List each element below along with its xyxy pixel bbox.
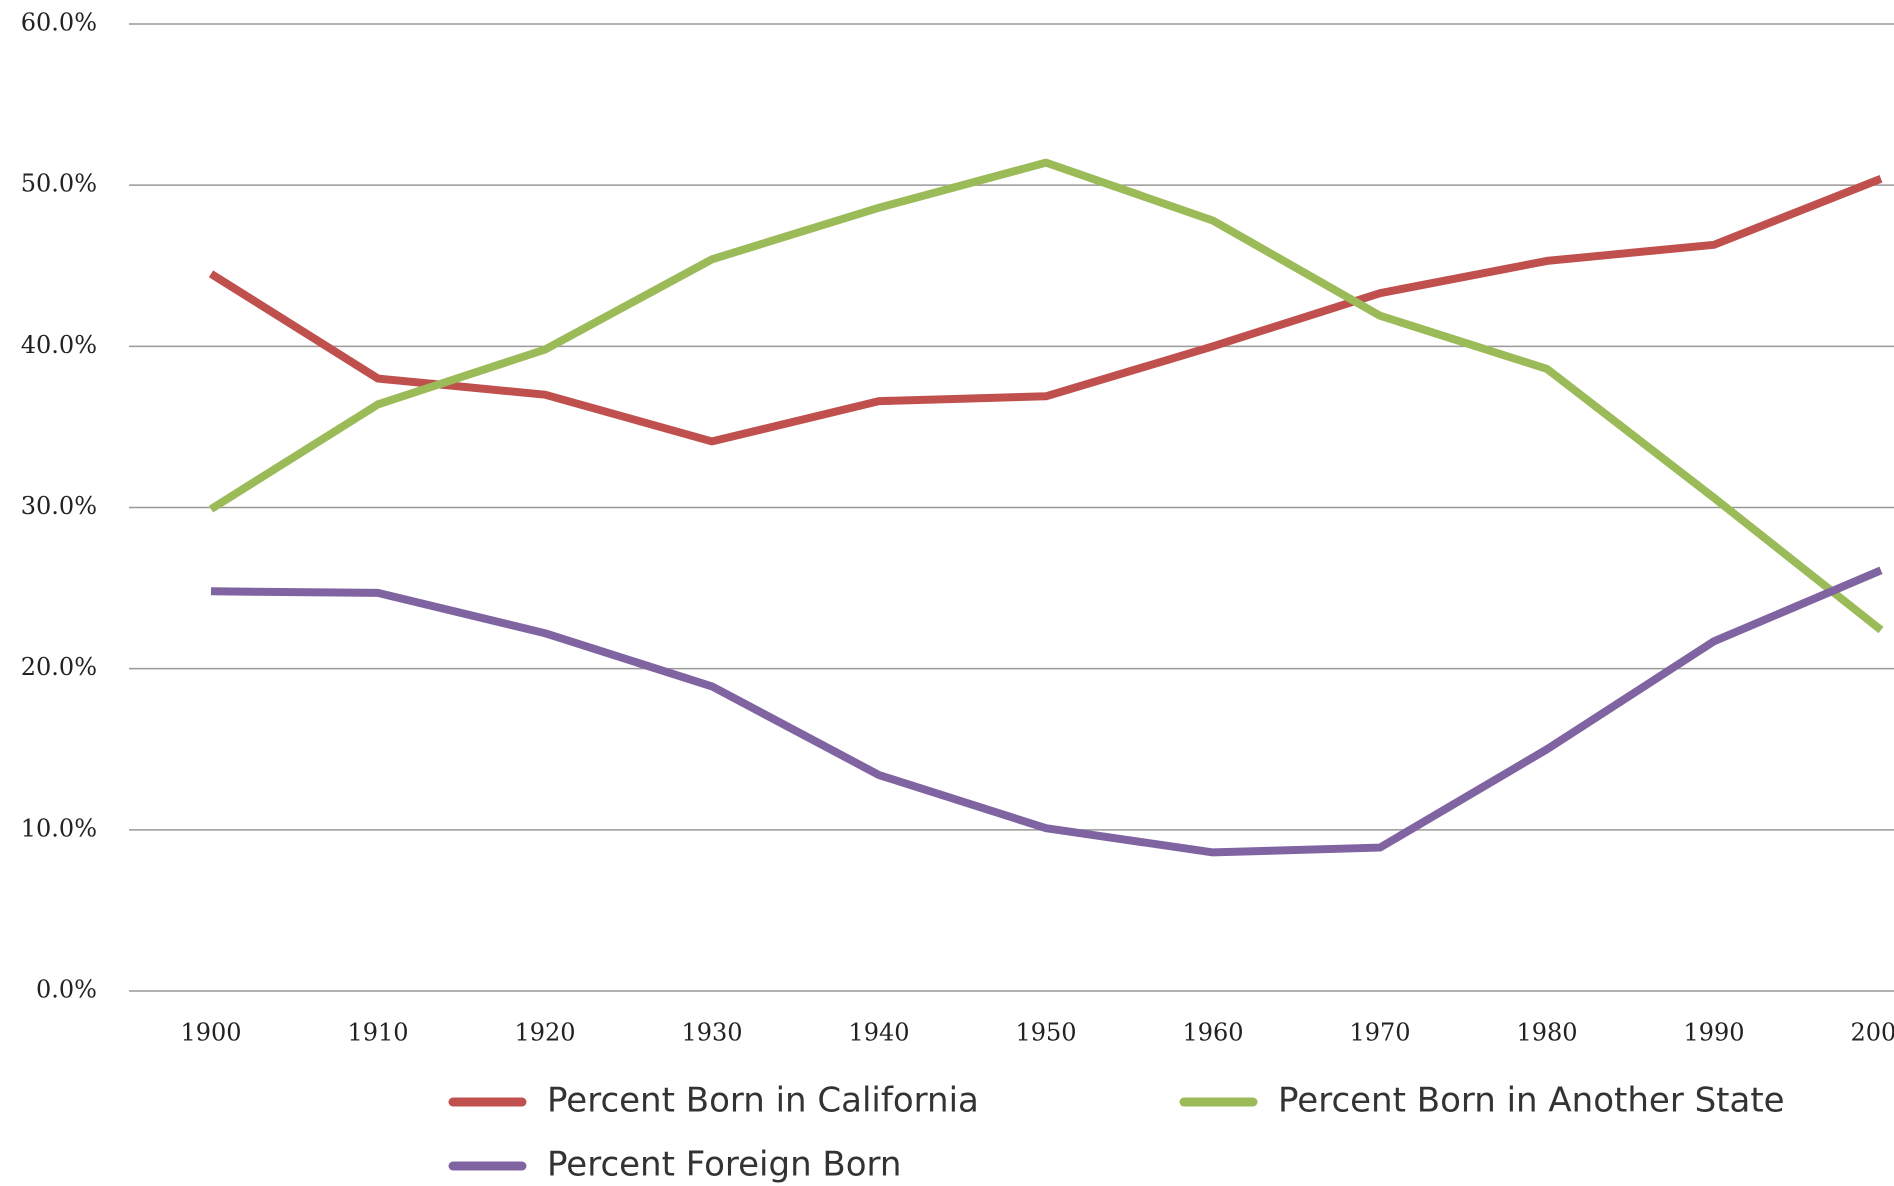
x-tick-label: 1900 xyxy=(180,1019,241,1047)
x-tick-label: 1930 xyxy=(681,1019,742,1047)
x-tick-label: 1990 xyxy=(1683,1019,1744,1047)
x-tick-label: 1960 xyxy=(1182,1019,1243,1047)
data-line xyxy=(208,175,1883,446)
x-tick-label: 1910 xyxy=(347,1019,408,1047)
x-tick-label: 1920 xyxy=(514,1019,575,1047)
y-tick-label: 60.0% xyxy=(21,9,97,37)
y-tick-label: 20.0% xyxy=(21,653,97,681)
x-tick-label: 1950 xyxy=(1015,1019,1076,1047)
x-tick-label: 1940 xyxy=(848,1019,909,1047)
x-tick-label: 2000 xyxy=(1850,1019,1894,1047)
legend-label: Percent Born in California xyxy=(547,1081,979,1121)
data-line xyxy=(208,158,1884,634)
y-tick-label: 50.0% xyxy=(21,170,97,198)
y-tick-label: 30.0% xyxy=(21,492,97,520)
x-tick-label: 1970 xyxy=(1349,1019,1410,1047)
y-tick-label: 10.0% xyxy=(21,814,97,842)
y-tick-label: 0.0% xyxy=(36,976,97,1004)
data-line xyxy=(210,566,1883,857)
x-tick-label: 1980 xyxy=(1516,1019,1577,1047)
legend-label: Percent Born in Another State xyxy=(1278,1081,1785,1121)
legend-label: Percent Foreign Born xyxy=(547,1145,901,1185)
y-tick-label: 40.0% xyxy=(21,331,97,359)
